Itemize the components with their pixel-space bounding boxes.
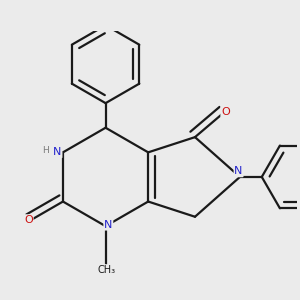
Text: N: N <box>104 220 112 230</box>
Text: N: N <box>234 167 243 176</box>
Text: O: O <box>24 215 33 225</box>
Text: O: O <box>221 107 230 117</box>
Text: N: N <box>53 147 62 157</box>
Text: H: H <box>42 146 49 155</box>
Text: CH₃: CH₃ <box>98 265 116 275</box>
